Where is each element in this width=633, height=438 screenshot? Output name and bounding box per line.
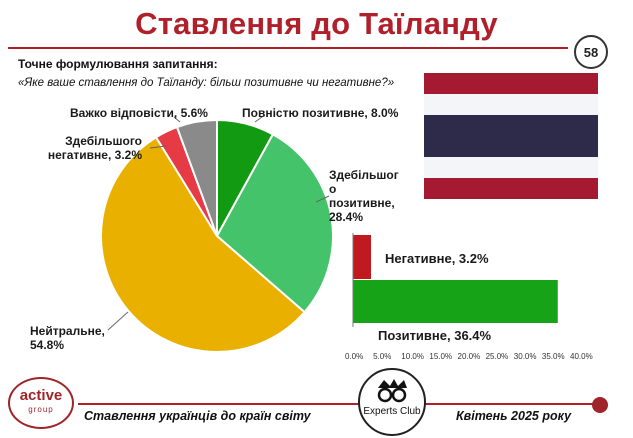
page-title: Ставлення до Таїланду <box>135 6 498 41</box>
pie-label-mostly-positive: Здебільшог о позитивне, 28.4% <box>329 168 399 224</box>
pie-label-neutral: Нейтральне, 54.8% <box>30 324 105 352</box>
page-number-badge: 58 <box>574 35 608 69</box>
question-text: «Яке ваше ставлення до Таїланду: більш п… <box>18 77 395 89</box>
bar-tick-label: 30.0% <box>513 352 537 361</box>
title-divider <box>8 47 568 49</box>
footer-dot <box>592 397 608 413</box>
pie-slice-mostly-positive <box>215 132 334 314</box>
active-logo-word: active <box>19 387 63 404</box>
flag-stripe-blue <box>424 115 598 157</box>
question-label: Точне формулювання запитання: <box>18 57 218 71</box>
thailand-flag-icon <box>424 73 598 199</box>
pie-label-fully-positive: Повністю позитивне, 8.0% <box>242 106 399 120</box>
bar-tick-label: 35.0% <box>541 352 565 361</box>
bar-tick-label: 10.0% <box>401 352 424 361</box>
bar-tick-label: 40.0% <box>570 352 593 361</box>
flag-stripe-white-bottom <box>424 157 598 178</box>
pie-leader-line <box>149 145 167 149</box>
bar-tick-label: 0.0% <box>345 352 364 361</box>
active-logo-sub: group <box>28 405 54 414</box>
bar-label-positive: Позитивне, 36.4% <box>378 328 492 343</box>
footer-date: Квітень 2025 року <box>456 409 572 423</box>
pie-leader-line <box>315 195 330 203</box>
pie-slice-hard-to-say <box>175 118 218 237</box>
footer-survey-title: Ставлення українців до країн світу <box>84 409 311 423</box>
pie-leader-line <box>173 116 181 123</box>
bar-tick-label: 5.0% <box>373 352 392 361</box>
pie-leader-line <box>107 311 129 331</box>
bar-tick-label: 20.0% <box>457 352 481 361</box>
flag-stripe-white-top <box>424 94 598 115</box>
bar-negative <box>353 235 371 279</box>
bar-tick-label: 25.0% <box>485 352 509 361</box>
flag-stripe-red-bottom <box>424 178 598 199</box>
experts-logo-word: Experts Club <box>363 406 421 417</box>
experts-club-logo: Experts Club <box>358 368 426 436</box>
glasses-icon <box>377 379 407 403</box>
bar-positive <box>353 280 558 323</box>
footer-divider <box>78 403 594 405</box>
pie-label-hard-to-say: Важко відповісти, 5.6% <box>70 106 208 120</box>
bar-label-negative: Негативне, 3.2% <box>385 251 489 266</box>
bar-tick-label: 15.0% <box>429 352 453 361</box>
flag-stripe-red-top <box>424 73 598 94</box>
active-group-logo: active group <box>8 377 74 429</box>
pie-label-mostly-negative: Здебільшого негативне, 3.2% <box>47 134 142 162</box>
pie-leader-line <box>254 116 263 123</box>
pie-slice-neutral <box>100 135 306 353</box>
